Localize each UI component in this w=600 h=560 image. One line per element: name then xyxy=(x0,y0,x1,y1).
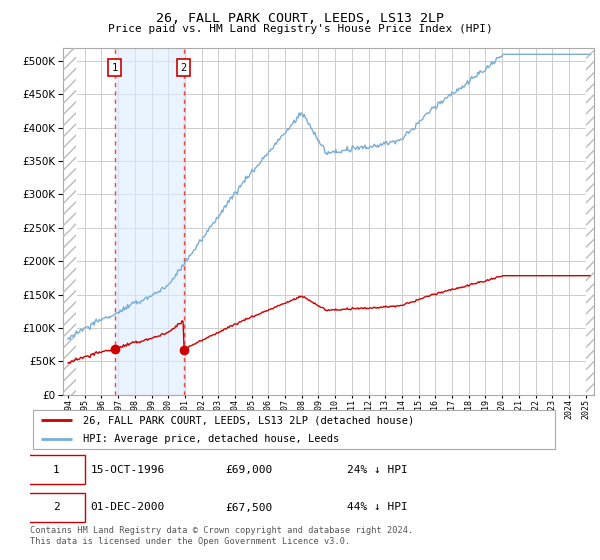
FancyBboxPatch shape xyxy=(32,410,556,449)
Text: £67,500: £67,500 xyxy=(226,502,272,512)
Text: 26, FALL PARK COURT, LEEDS, LS13 2LP (detached house): 26, FALL PARK COURT, LEEDS, LS13 2LP (de… xyxy=(83,415,414,425)
Text: 2: 2 xyxy=(53,502,60,512)
Text: 01-DEC-2000: 01-DEC-2000 xyxy=(91,502,165,512)
Text: 2: 2 xyxy=(181,63,187,73)
Bar xyxy=(586,48,594,395)
Text: 1: 1 xyxy=(112,63,118,73)
Text: Price paid vs. HM Land Registry's House Price Index (HPI): Price paid vs. HM Land Registry's House … xyxy=(107,24,493,34)
Text: 26, FALL PARK COURT, LEEDS, LS13 2LP: 26, FALL PARK COURT, LEEDS, LS13 2LP xyxy=(156,12,444,25)
FancyBboxPatch shape xyxy=(28,455,85,484)
Bar xyxy=(586,48,594,395)
Text: £69,000: £69,000 xyxy=(226,465,272,475)
Text: 15-OCT-1996: 15-OCT-1996 xyxy=(91,465,165,475)
Text: 1: 1 xyxy=(53,465,60,475)
Text: HPI: Average price, detached house, Leeds: HPI: Average price, detached house, Leed… xyxy=(83,435,339,445)
Bar xyxy=(63,48,76,395)
Bar xyxy=(63,48,76,395)
Bar xyxy=(115,48,184,395)
Text: Contains HM Land Registry data © Crown copyright and database right 2024.
This d: Contains HM Land Registry data © Crown c… xyxy=(30,526,413,546)
Text: 24% ↓ HPI: 24% ↓ HPI xyxy=(347,465,407,475)
FancyBboxPatch shape xyxy=(28,493,85,522)
Text: 44% ↓ HPI: 44% ↓ HPI xyxy=(347,502,407,512)
